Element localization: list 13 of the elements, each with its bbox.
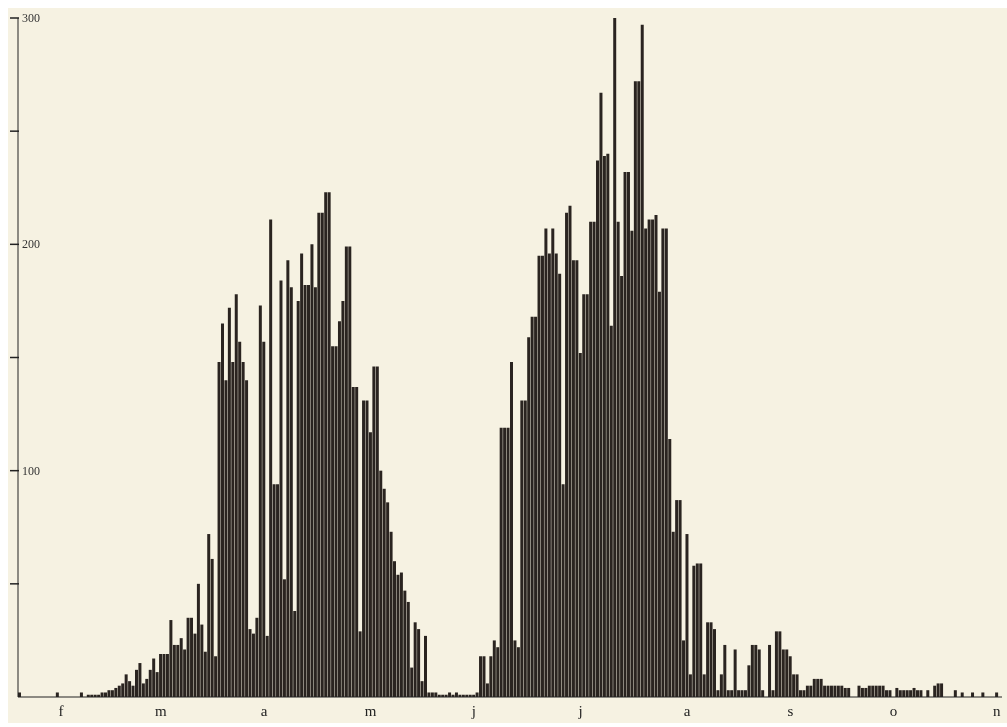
x-tick-label: j xyxy=(470,702,476,719)
x-tick-label: o xyxy=(889,702,898,719)
x-tick-label: s xyxy=(787,702,794,719)
y-tick-label: 300 xyxy=(22,11,40,25)
x-tick-label: n xyxy=(993,702,1002,719)
x-tick-label: a xyxy=(683,702,691,719)
y-tick-label: 200 xyxy=(22,237,40,252)
x-tick-label: f xyxy=(58,702,64,719)
x-tick-label: j xyxy=(577,702,583,719)
x-tick-label: a xyxy=(260,702,268,719)
y-tick-label: 100 xyxy=(22,463,40,478)
x-tick-label: m xyxy=(364,702,377,719)
x-tick-label: m xyxy=(154,702,167,719)
